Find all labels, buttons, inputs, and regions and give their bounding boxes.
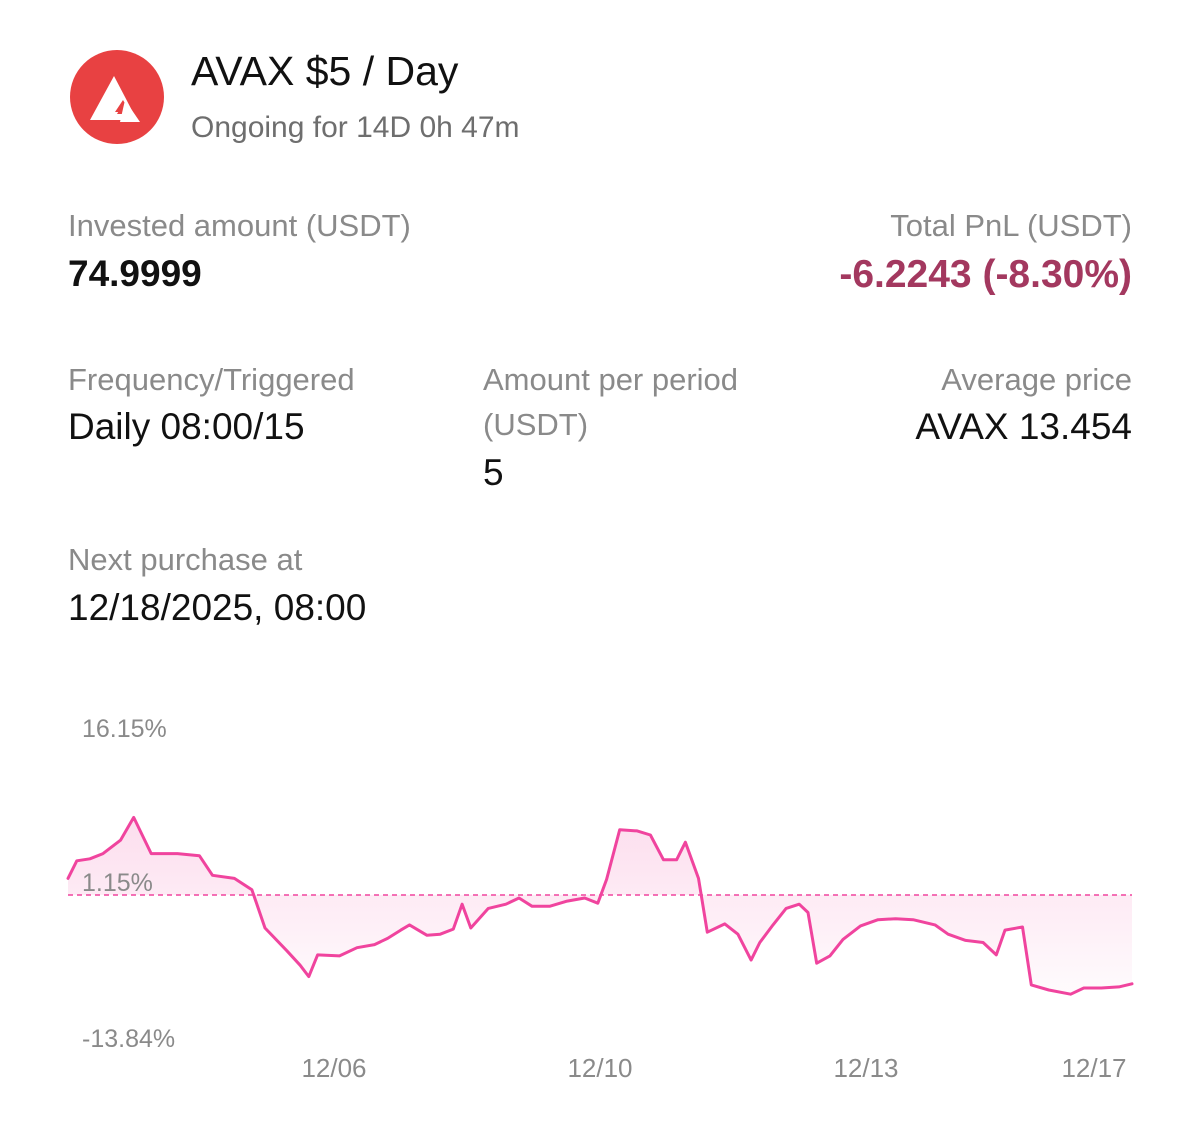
x-axis-tick-label: 12/13 bbox=[833, 1053, 898, 1083]
y-axis-tick-label: -13.84% bbox=[82, 1025, 175, 1053]
amount-per-period-value: 5 bbox=[483, 452, 504, 493]
next-purchase-value: 12/18/2025, 08:00 bbox=[68, 587, 367, 628]
next-purchase-label: Next purchase at bbox=[68, 542, 303, 577]
pnl-area bbox=[68, 817, 1132, 995]
amount-per-period-unit-label: (USDT) bbox=[483, 407, 589, 442]
average-price-label: Average price bbox=[941, 362, 1132, 397]
total-pnl-label: Total PnL (USDT) bbox=[890, 208, 1132, 243]
avalanche-logo-icon bbox=[70, 50, 164, 144]
amount-per-period-label: Amount per period bbox=[483, 362, 739, 397]
x-axis-tick-label: 12/17 bbox=[1061, 1053, 1126, 1083]
x-axis-tick-label: 12/10 bbox=[567, 1053, 632, 1083]
plan-duration: Ongoing for 14D 0h 47m bbox=[191, 111, 520, 144]
total-pnl-value: -6.2243 (-8.30%) bbox=[839, 253, 1132, 296]
frequency-value: Daily 08:00/15 bbox=[68, 406, 305, 447]
invested-amount-value: 74.9999 bbox=[68, 253, 202, 294]
frequency-label: Frequency/Triggered bbox=[68, 362, 355, 397]
invested-amount-label: Invested amount (USDT) bbox=[68, 208, 411, 243]
y-axis-tick-label: 1.15% bbox=[82, 869, 153, 897]
pnl-chart: 16.15% 1.15% -13.84% 12/06 12/10 12/13 12/17 bbox=[66, 715, 1134, 1083]
pnl-series-line bbox=[66, 815, 1134, 996]
y-axis-tick-label: 16.15% bbox=[82, 715, 167, 743]
x-axis-tick-label: 12/06 bbox=[301, 1053, 366, 1083]
plan-title: AVAX $5 / Day bbox=[191, 48, 459, 94]
average-price-value: AVAX 13.454 bbox=[915, 406, 1132, 447]
